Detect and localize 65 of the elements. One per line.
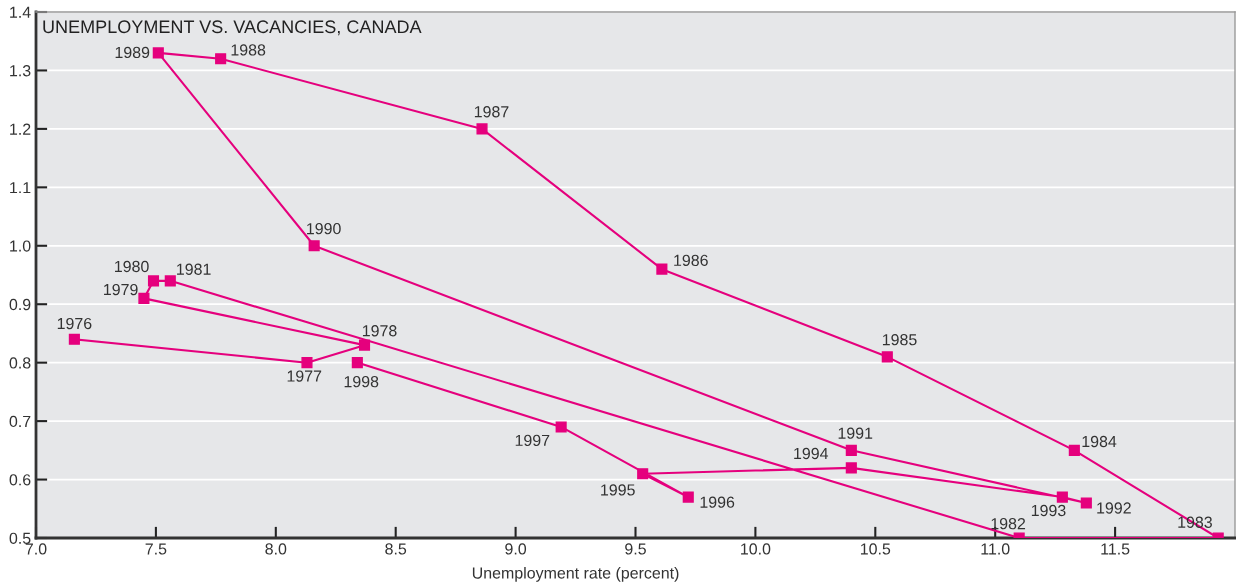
y-tick-label: 0.8 — [9, 357, 31, 369]
annotation: 1980 — [115, 260, 149, 273]
x-tick-label: 11.5 — [1101, 543, 1130, 555]
annotation: 1988 — [231, 44, 266, 56]
point — [301, 357, 313, 369]
chart-title: UNEMPLOYMENT VS. VACANCIES, CANADA — [43, 20, 422, 36]
annotation: 1993 — [1031, 504, 1066, 517]
point — [881, 351, 893, 363]
annotation: 1982 — [991, 517, 1026, 530]
annotation: 1992 — [1097, 502, 1131, 514]
annotation: 1987 — [474, 106, 509, 118]
y-tick-label: 1.0 — [10, 240, 31, 252]
point — [308, 240, 320, 252]
point — [656, 263, 668, 275]
point — [1056, 491, 1068, 503]
x-tick-label: 8.0 — [265, 543, 287, 555]
x-axis-title: Unemployment rate (percent) — [472, 566, 679, 582]
annotation: 1991 — [838, 427, 873, 439]
annotation: 1990 — [307, 222, 341, 235]
point — [1080, 497, 1092, 509]
point — [164, 275, 176, 287]
annotation: 1985 — [882, 334, 917, 346]
x-tick-label: 9.0 — [505, 543, 527, 555]
y-tick-label: 0.6 — [9, 474, 31, 486]
point — [358, 339, 371, 351]
annotation: 1989 — [115, 46, 150, 59]
annotation: 1997 — [515, 434, 550, 447]
point — [682, 491, 694, 503]
annotation: 1977 — [287, 370, 322, 382]
point — [555, 421, 567, 433]
point — [152, 47, 164, 59]
annotation: 1976 — [57, 317, 92, 330]
point — [637, 468, 649, 480]
x-tick-label: 7.0 — [25, 543, 47, 555]
annotation: 1979 — [104, 283, 138, 296]
point — [68, 333, 80, 345]
x-tick-label: 11.0 — [981, 543, 1010, 555]
y-tick-label: 0.5 — [9, 532, 31, 544]
y-tick-label: 1.4 — [10, 6, 31, 18]
x-tick-label: 8.5 — [385, 543, 407, 555]
y-tick-label: 0.9 — [9, 298, 31, 311]
point — [845, 444, 857, 456]
y-tick-label: 1.3 — [10, 65, 31, 77]
y-tick-label: 1.1 — [10, 182, 31, 194]
point — [845, 462, 857, 474]
annotation: 1994 — [794, 447, 829, 460]
point — [476, 123, 488, 135]
point — [215, 53, 227, 65]
point — [147, 275, 160, 287]
point — [1068, 444, 1080, 456]
x-tick-label: 10.5 — [860, 543, 891, 555]
annotation: 1986 — [674, 254, 708, 266]
x-tick-label: 9.5 — [625, 543, 646, 555]
annotation: 1996 — [700, 496, 735, 508]
annotation: 1998 — [344, 375, 379, 388]
annotation: 1984 — [1082, 435, 1117, 448]
y-tick-label: 1.2 — [10, 123, 31, 135]
x-tick-label: 10.0 — [741, 543, 771, 555]
y-tick-label: 0.7 — [9, 415, 31, 428]
point — [138, 292, 150, 304]
annotation: 1995 — [601, 484, 635, 496]
x-tick-label: 7.5 — [145, 543, 167, 555]
annotation: 1981 — [177, 263, 211, 275]
point — [351, 357, 363, 369]
annotation: 1978 — [362, 325, 397, 337]
